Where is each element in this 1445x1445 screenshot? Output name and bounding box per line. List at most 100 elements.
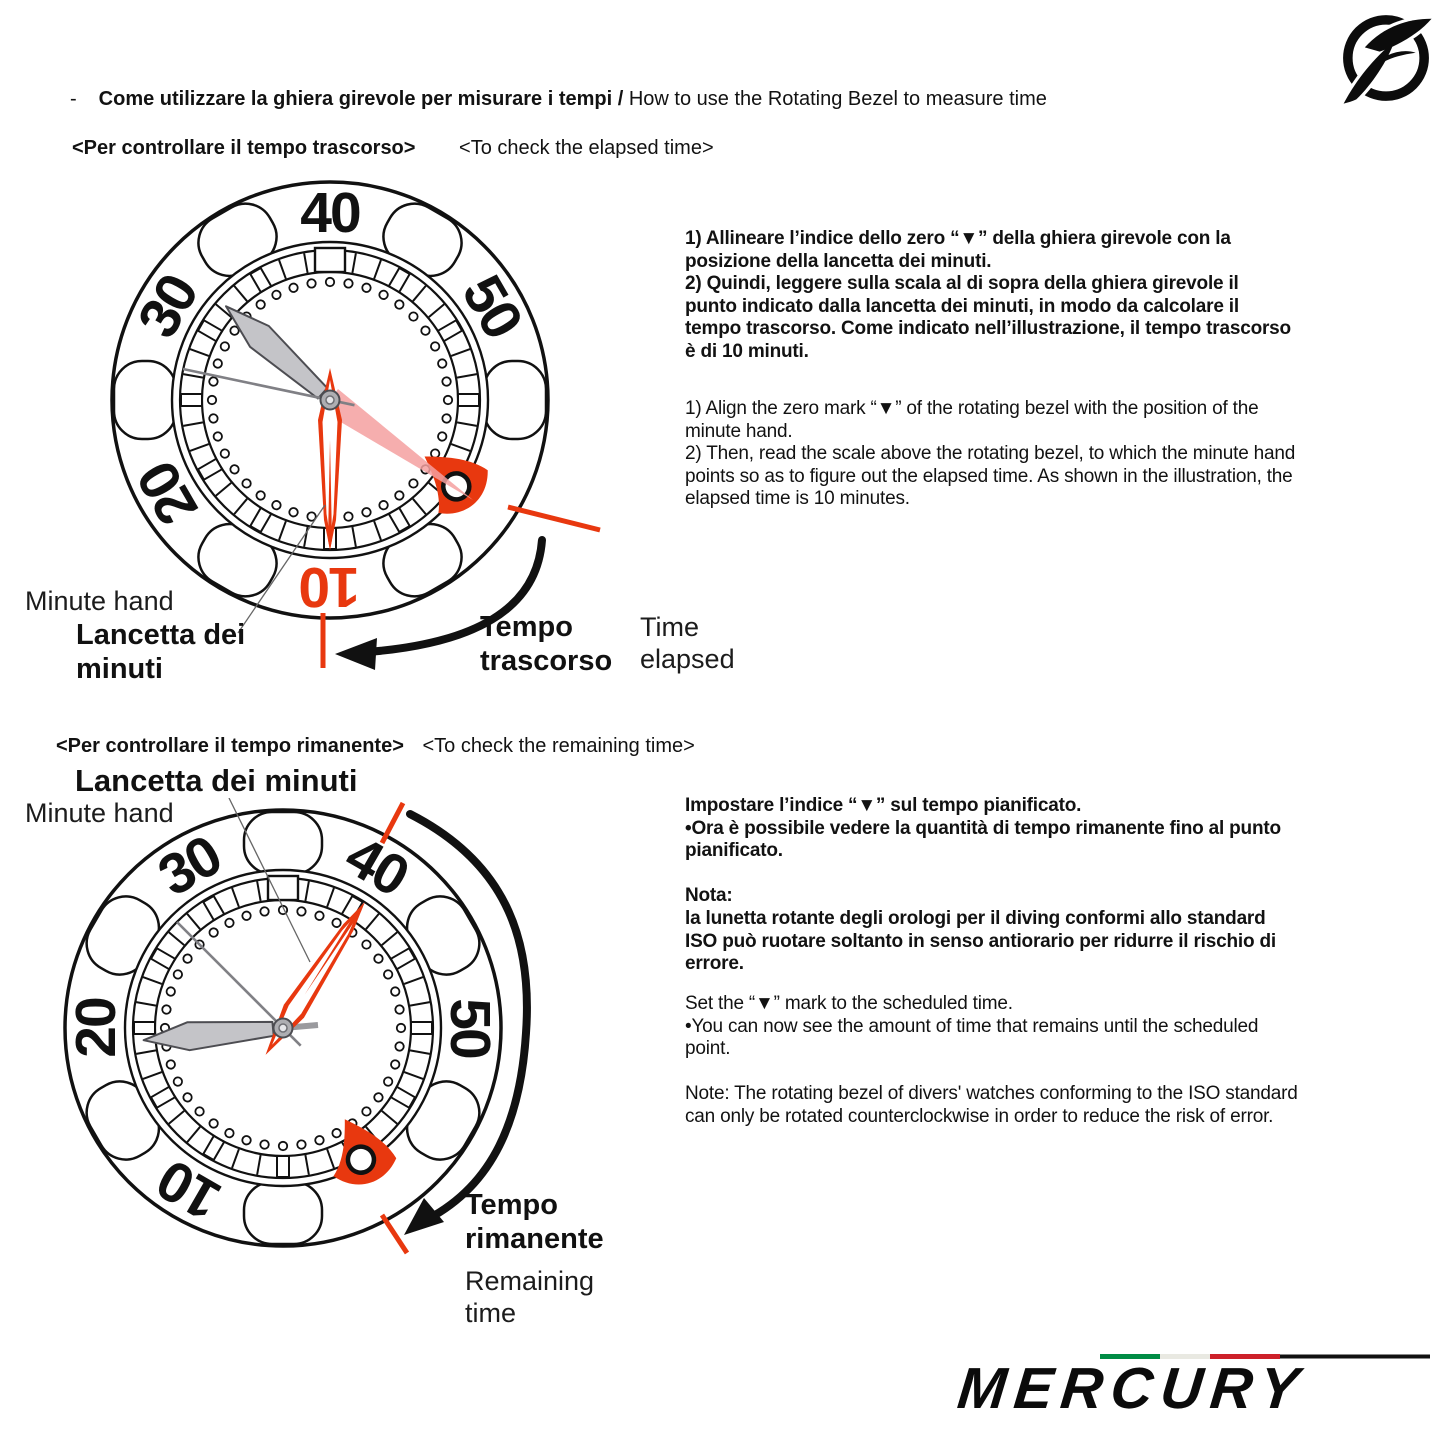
hour-hand — [142, 1020, 275, 1052]
minute-dot — [314, 910, 325, 921]
bezel-number-50: 50 — [438, 998, 502, 1058]
minute-dot — [206, 394, 218, 406]
bezel-grip-tab — [112, 359, 178, 441]
ghost-minute-hand — [322, 389, 473, 500]
minute-hand-leader-line — [228, 798, 311, 963]
tick-rect — [196, 457, 224, 482]
minute-dot — [255, 299, 266, 310]
minute-dot — [229, 325, 240, 336]
minute-dot — [271, 500, 282, 511]
page-title-italian: Come utilizzare la ghiera girevole per m… — [98, 88, 624, 110]
minute-dot — [420, 325, 431, 336]
minute-dot — [271, 289, 282, 300]
twelve-oclock-box — [313, 246, 347, 274]
minute-dot — [172, 1076, 183, 1087]
zero-marker-ring — [345, 1144, 377, 1175]
tick-line — [428, 303, 445, 318]
minute-dot — [383, 1076, 394, 1087]
minute-hand — [265, 902, 365, 1055]
section2-heading: <Per controllare il tempo rimanente> <To… — [56, 735, 695, 758]
minute-dot — [296, 906, 307, 917]
minute-dot — [306, 511, 317, 522]
minute-dot — [241, 478, 252, 489]
tick-line — [403, 976, 424, 985]
section2-body-english: Set the “▼” mark to the scheduled time. … — [685, 993, 1298, 1127]
tick-line — [409, 1049, 430, 1055]
tick-line — [450, 443, 471, 452]
minute-dot — [361, 507, 372, 518]
minute-dot — [395, 1022, 407, 1034]
tick-rect — [387, 506, 412, 534]
minute-dot — [224, 1128, 235, 1139]
minute-dot — [241, 1135, 252, 1146]
tick-rect — [133, 1021, 156, 1035]
minute-dot — [394, 299, 405, 310]
minute-dot — [343, 278, 354, 289]
tick-line — [326, 887, 335, 908]
tick-rect — [196, 318, 224, 343]
label-minute-hand-en-1: Minute hand — [25, 586, 174, 616]
minute-dot — [241, 910, 252, 921]
minute-dot — [390, 1059, 401, 1070]
section1-heading-english: <To check the elapsed time> — [459, 137, 714, 159]
tick-line — [231, 1148, 240, 1169]
minute-dot — [314, 1135, 325, 1146]
tick-line — [304, 881, 310, 902]
title-dash: - — [70, 88, 77, 110]
tick-rect — [180, 393, 203, 407]
page-title: - Come utilizzare la ghiera girevole per … — [70, 88, 1047, 111]
tick-line — [186, 913, 201, 930]
minute-dot — [373, 1092, 384, 1103]
elapsed-arrow-curve — [349, 536, 546, 657]
tick-line — [351, 526, 357, 547]
tick-line — [215, 303, 232, 318]
minute-dot — [394, 1004, 405, 1015]
remaining-end-tick — [379, 1213, 410, 1255]
label-minute-hand-it-1: Lancetta dei minuti — [76, 619, 246, 686]
minute-hand-leader-line — [237, 504, 326, 634]
tick-line — [233, 285, 248, 302]
tick-line — [189, 443, 210, 452]
tick-line — [231, 887, 240, 908]
minute-dot — [373, 953, 384, 964]
tick-line — [278, 259, 287, 280]
emblem-circle — [1343, 15, 1429, 101]
minute-dot — [259, 1139, 270, 1150]
minute-dot — [296, 1139, 307, 1150]
tick-line — [142, 1071, 163, 1080]
minute-dot — [219, 341, 230, 352]
tick-line — [136, 1001, 157, 1007]
minute-dot — [442, 394, 454, 406]
minute-dot — [212, 431, 223, 442]
bezel-tabs — [112, 202, 548, 598]
twelve-oclock-box — [266, 874, 300, 902]
minute-dot — [165, 1059, 176, 1070]
section1-body-english: 1) Align the zero mark “▼” of the rotati… — [685, 398, 1296, 510]
minute-dot — [324, 276, 336, 288]
tick-line — [256, 881, 262, 902]
minute-dot — [165, 986, 176, 997]
tick-rect — [149, 1085, 177, 1110]
section1-heading: <Per controllare il tempo trascorso> <To… — [72, 137, 714, 160]
tick-line — [351, 253, 357, 274]
tick-rect — [410, 1021, 433, 1035]
minute-dot — [383, 969, 394, 980]
label-elapsed-en: Time elapsed — [640, 612, 735, 674]
bezel-tabs — [85, 810, 481, 1246]
section2-body-italian: Impostare l’indice “▼” sul tempo pianifi… — [685, 795, 1281, 975]
minute-dot — [343, 511, 354, 522]
tick-line — [456, 373, 477, 379]
minute-dot — [361, 939, 372, 950]
minute-dot — [194, 1106, 205, 1117]
minute-dot — [361, 282, 372, 293]
tick-line — [403, 1071, 424, 1080]
minute-dot — [331, 1128, 342, 1139]
elapsed-start-tick — [507, 504, 601, 533]
minute-dot — [430, 341, 441, 352]
watch-diagram-elapsed: 40 50 10 20 30 — [110, 180, 601, 670]
bezel-grip-tab — [242, 1180, 324, 1246]
tick-line — [189, 348, 210, 357]
tick-line — [381, 931, 398, 946]
watch-diagram-remaining: 40 50 10 20 30 — [63, 798, 531, 1255]
minute-dot — [394, 490, 405, 501]
